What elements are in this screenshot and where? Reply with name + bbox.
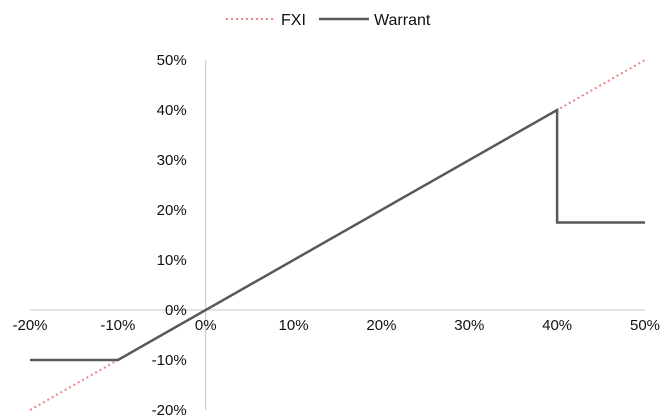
x-tick-label: 50% xyxy=(630,317,660,334)
x-tick-label: 40% xyxy=(542,317,572,334)
x-tick-label: 20% xyxy=(366,317,396,334)
y-tick-label: 10% xyxy=(157,252,187,269)
legend-label-fxi: FXI xyxy=(281,12,306,29)
y-tick-label: 20% xyxy=(157,202,187,219)
x-tick-label: 0% xyxy=(195,317,217,334)
x-tick-label: 10% xyxy=(279,317,309,334)
y-tick-label: 0% xyxy=(165,302,187,319)
x-tick-label: -20% xyxy=(12,317,47,334)
y-tick-label: 40% xyxy=(157,102,187,119)
series-line-warrant xyxy=(30,107,645,362)
y-tick-label: 50% xyxy=(157,52,187,69)
y-tick-label: -20% xyxy=(152,402,187,417)
x-tick-label: -10% xyxy=(100,317,135,334)
legend-label-warrant: Warrant xyxy=(374,12,431,29)
y-tick-label: -10% xyxy=(152,352,187,369)
x-tick-label: 30% xyxy=(454,317,484,334)
y-tick-label: 30% xyxy=(157,152,187,169)
